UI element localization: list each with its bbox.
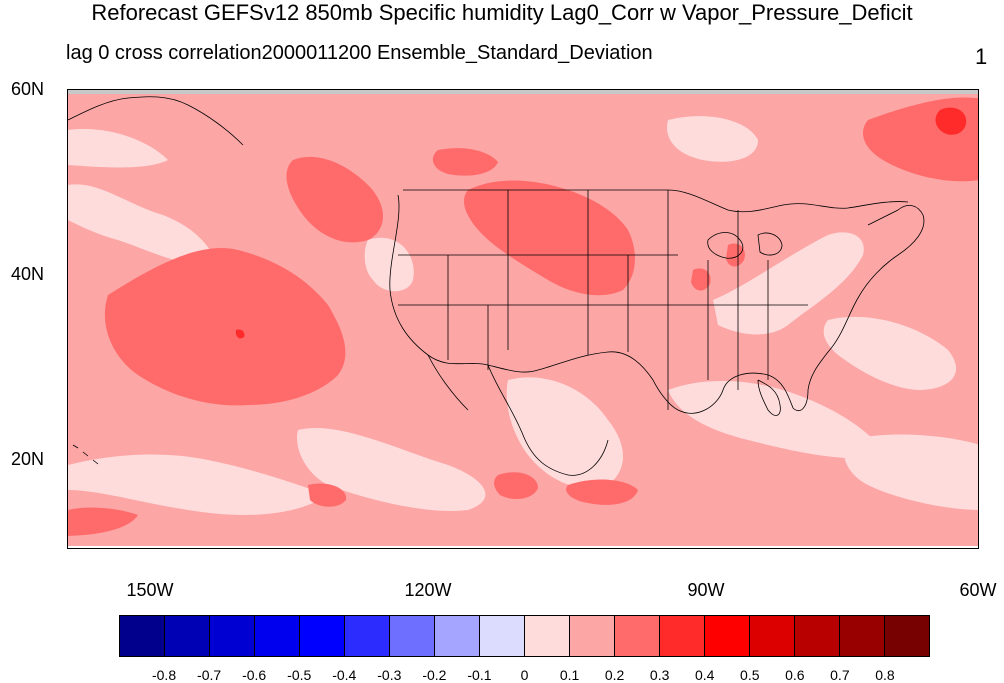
colorbar-box <box>345 616 390 656</box>
colorbar-tick-label: 0.2 <box>604 667 625 683</box>
colorbar-box <box>435 616 480 656</box>
lat-label-60n: 60N <box>10 79 44 99</box>
land-outlines <box>68 96 925 476</box>
colorbar <box>119 615 930 657</box>
colorbar-tick-label: 0.3 <box>649 667 670 683</box>
colorbar-box <box>885 616 929 656</box>
map-plot-area <box>67 89 979 549</box>
colorbar-tick-label: -0.8 <box>151 667 177 683</box>
lon-label-60w: 60W <box>959 580 997 600</box>
colorbar-box <box>390 616 435 656</box>
colorbar-box <box>615 616 660 656</box>
colorbar-tick-label: -0.3 <box>377 667 402 683</box>
missing-strip-top <box>68 90 978 94</box>
right-corner-label: 1 <box>975 44 988 69</box>
colorbar-box <box>210 616 255 656</box>
colorbar-box <box>660 616 705 656</box>
lat-label-40n: 40N <box>10 264 44 284</box>
colorbar-tick-label: -0.1 <box>467 667 492 683</box>
map-subtitle: lag 0 cross correlation2000011200 Ensemb… <box>66 42 653 64</box>
colorbar-tick-label: 0 <box>520 667 529 683</box>
colorbar-tick-label: 0.6 <box>785 667 805 683</box>
colorbar-box <box>165 616 210 656</box>
colorbar-tick-label: -0.7 <box>197 667 222 683</box>
colorbar-tick-label: 0.4 <box>694 667 715 683</box>
lon-label-90w: 90W <box>687 580 725 600</box>
colorbar-box <box>255 616 300 656</box>
colorbar-box <box>705 616 750 656</box>
colorbar-tick-label: -0.4 <box>332 667 357 683</box>
colorbar-tick-label: -0.6 <box>242 667 267 683</box>
light-regions <box>68 116 978 515</box>
lat-label-20n: 20N <box>10 449 44 469</box>
colorbar-tick-label: 0.7 <box>830 667 850 683</box>
colorbar-box <box>480 616 525 656</box>
colorbar-tick-label: 0.5 <box>740 667 760 683</box>
lon-label-150w: 150W <box>126 580 174 600</box>
colorbar-tick-label: -0.2 <box>422 667 447 683</box>
map-title: Reforecast GEFSv12 850mb Specific humidi… <box>91 0 913 25</box>
colorbar-box <box>570 616 615 656</box>
strong-regions <box>235 107 967 339</box>
colorbar-box <box>750 616 795 656</box>
colorbar-tick-label: 0.1 <box>559 667 580 683</box>
colorbar-tick-label: -0.5 <box>287 667 312 683</box>
map-field-svg <box>68 90 978 548</box>
colorbar-tick-label: 0.8 <box>875 667 895 683</box>
lon-label-120w: 120W <box>404 580 452 600</box>
colorbar-box <box>840 616 885 656</box>
missing-strip-bottom <box>68 546 978 548</box>
colorbar-box <box>795 616 840 656</box>
colorbar-box <box>300 616 345 656</box>
colorbar-box <box>120 616 165 656</box>
colorbar-box <box>525 616 570 656</box>
